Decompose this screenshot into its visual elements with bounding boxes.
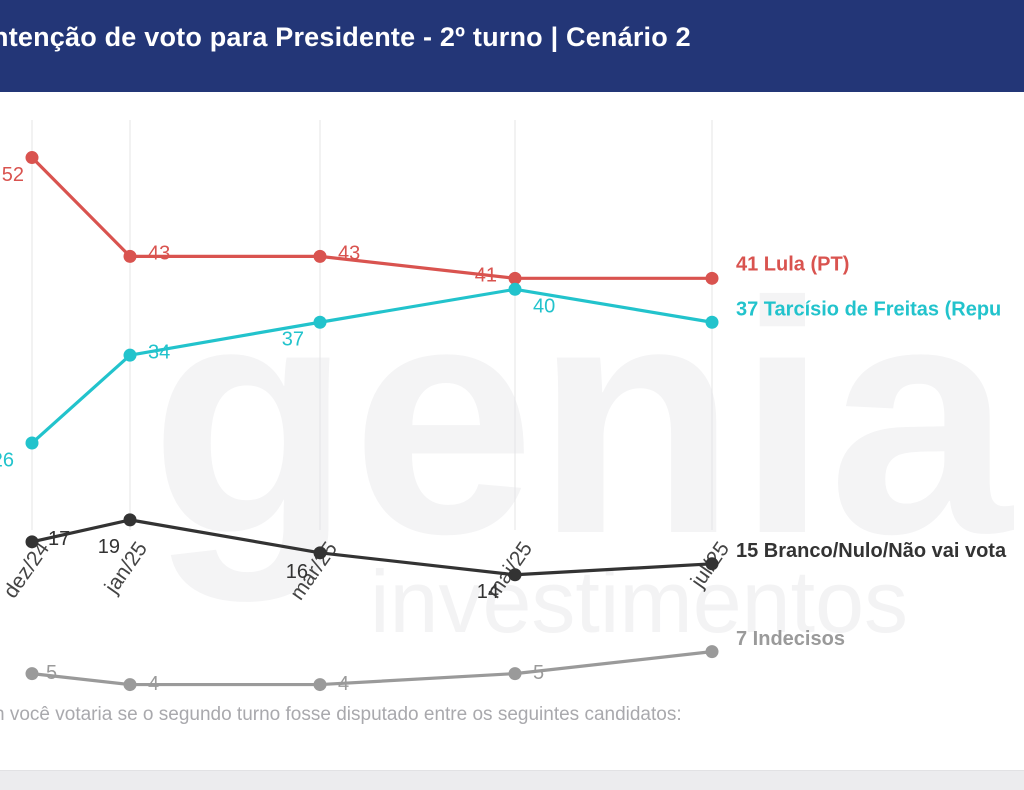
data-point xyxy=(508,282,522,296)
series-end-label: 41 Lula (PT) xyxy=(736,254,849,276)
data-point xyxy=(508,568,522,582)
data-point xyxy=(313,315,327,329)
data-point xyxy=(705,645,719,659)
data-label: 52 xyxy=(2,164,24,186)
data-label: 14 xyxy=(477,581,499,603)
data-point xyxy=(705,557,719,571)
data-point xyxy=(313,249,327,263)
data-label: 40 xyxy=(533,296,555,318)
chart-area: genial investimentos dez/24 jan/25 mar/25 m… xyxy=(0,92,1024,692)
data-point xyxy=(123,348,137,362)
data-point xyxy=(123,249,137,263)
data-point xyxy=(25,151,39,165)
data-point xyxy=(705,271,719,285)
series-end-label: 37 Tarcísio de Freitas (Repu xyxy=(736,299,1001,321)
chart-header: ntenção de voto para Presidente - 2º tur… xyxy=(0,0,1024,92)
data-point xyxy=(123,513,137,527)
data-label: 5 xyxy=(46,662,57,684)
chart-title: ntenção de voto para Presidente - 2º tur… xyxy=(0,22,691,52)
series-end-label: 7 Indecisos xyxy=(736,628,845,650)
data-point xyxy=(705,315,719,329)
series-line-1 xyxy=(30,287,713,445)
data-label: 43 xyxy=(338,243,360,265)
data-label: 4 xyxy=(148,673,159,692)
data-label: 43 xyxy=(148,243,170,265)
data-label: 26 xyxy=(0,449,14,471)
x-tick-label: dez/24 xyxy=(0,537,54,602)
data-label: 37 xyxy=(282,329,304,351)
survey-question: n você votaria se o segundo turno fosse … xyxy=(0,704,682,725)
data-point xyxy=(25,436,39,450)
data-point xyxy=(508,271,522,285)
data-point xyxy=(123,678,137,692)
data-point xyxy=(508,667,522,681)
data-label: 41 xyxy=(475,265,497,287)
data-label: 4 xyxy=(338,673,349,692)
data-point xyxy=(25,667,39,681)
data-label: 17 xyxy=(48,528,70,550)
series-end-label: 15 Branco/Nulo/Não vai vota xyxy=(736,540,1007,562)
line-chart: dez/24jan/25mar/25mai/25jul/255243434141… xyxy=(0,120,1007,692)
data-point xyxy=(313,678,327,692)
data-point xyxy=(25,535,39,549)
data-label: 19 xyxy=(98,536,120,558)
data-label: 34 xyxy=(148,341,170,363)
data-point xyxy=(313,546,327,560)
footer-bar xyxy=(0,770,1024,790)
data-label: 16 xyxy=(286,561,308,583)
data-label: 5 xyxy=(533,662,544,684)
